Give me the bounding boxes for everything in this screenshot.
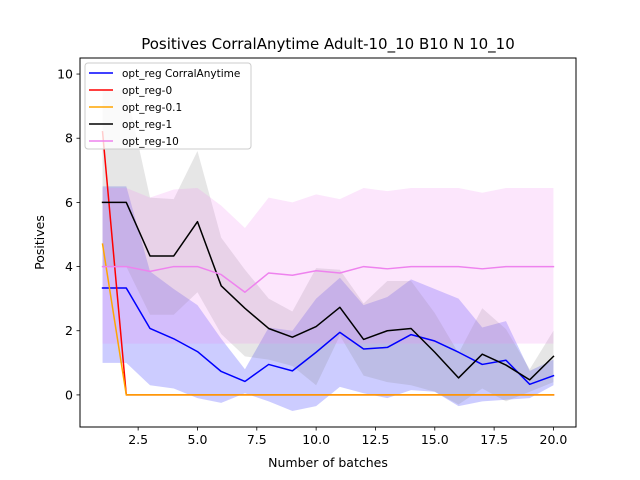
confidence-bands (102, 90, 554, 411)
line-opt-reg-10 (101, 265, 555, 293)
x-axis-label: Number of batches (268, 455, 388, 470)
band-opt-reg-10 (102, 187, 554, 344)
y-tick-label: 10 (57, 67, 73, 82)
legend-box (84, 62, 252, 150)
y-tick-label: 4 (65, 259, 73, 274)
band-opt-reg-1 (102, 90, 554, 405)
y-tick-label: 8 (65, 131, 73, 146)
legend-label-opt-reg-0: opt_reg-0 (122, 85, 172, 97)
legend-label-opt-reg-10: opt_reg-10 (122, 136, 179, 148)
line-opt-reg-0-1 (101, 243, 555, 396)
y-axis-label: Positives (32, 215, 47, 270)
x-tick-label: 17.5 (480, 432, 508, 447)
x-tick-label: 20.0 (540, 432, 568, 447)
x-tick-label: 10.0 (302, 432, 330, 447)
y-tick-label: 6 (65, 195, 73, 210)
legend-label-opt-reg-1: opt_reg-1 (122, 119, 172, 131)
x-axis-ticks: 2.5 5.0 7.5 10.0 12.5 15.0 17.5 20.0 (128, 427, 567, 447)
x-tick-label: 12.5 (362, 432, 390, 447)
chart-title: Positives CorralAnytime Adult-10_10 B10 … (141, 35, 515, 54)
y-tick-label: 0 (65, 387, 73, 402)
y-axis-ticks: 0 2 4 6 8 10 (57, 67, 80, 402)
plot-area-frame (79, 57, 577, 428)
series-lines (101, 130, 555, 396)
legend: opt_reg CorralAnytime opt_reg-0 opt_reg-0.… (84, 62, 252, 150)
legend-label-opt-reg-corralanytime: opt_reg CorralAnytime (122, 68, 240, 80)
band-opt-reg-corralanytime (102, 186, 554, 411)
line-opt-reg-1 (101, 201, 555, 381)
x-tick-label: 2.5 (128, 432, 148, 447)
y-tick-label: 2 (65, 323, 73, 338)
legend-label-opt-reg-0-1: opt_reg-0.1 (122, 102, 182, 114)
x-tick-label: 15.0 (421, 432, 449, 447)
x-tick-label: 5.0 (188, 432, 208, 447)
x-tick-label: 7.5 (247, 432, 267, 447)
line-opt-reg-corralanytime (101, 287, 555, 386)
